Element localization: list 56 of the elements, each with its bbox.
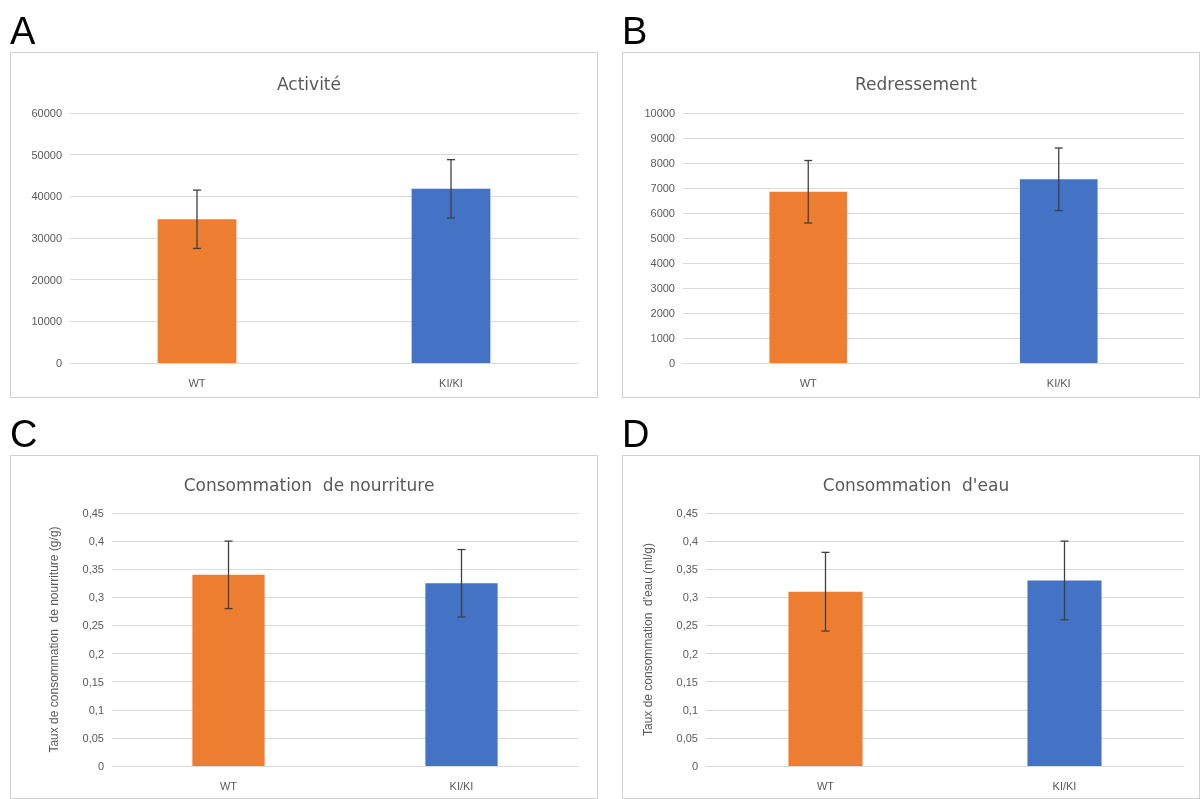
y-tick-label: 0,35 bbox=[82, 563, 104, 576]
y-tick-label: 0,05 bbox=[82, 731, 104, 744]
y-tick-label: 6000 bbox=[650, 207, 675, 219]
y-tick-label: 9000 bbox=[650, 132, 675, 144]
y-tick-label: 0 bbox=[97, 760, 104, 772]
y-tick-label: 8000 bbox=[650, 157, 675, 169]
text: C bbox=[10, 413, 38, 455]
y-tick-label: 0,45 bbox=[82, 507, 104, 519]
y-tick-label: 0 bbox=[55, 357, 62, 369]
y-tick-label: 0,3 bbox=[88, 591, 104, 604]
x-tick-label: WT bbox=[188, 376, 206, 389]
y-tick-label: 40000 bbox=[31, 190, 62, 203]
y-tick-label: 0,4 bbox=[682, 535, 698, 548]
y-tick-label: 0,25 bbox=[676, 619, 698, 632]
y-tick-label: 0,1 bbox=[682, 703, 698, 716]
y-tick-label: 0,1 bbox=[88, 703, 104, 716]
y-tick-label: 0 bbox=[691, 760, 698, 772]
text: D bbox=[622, 413, 650, 455]
y-tick-label: 30000 bbox=[31, 232, 62, 244]
chart-title: Consommation d'eau bbox=[822, 474, 1010, 495]
x-tick-label: KI/KI bbox=[1052, 779, 1077, 792]
y-tick-label: 0,45 bbox=[676, 507, 698, 519]
y-tick-label: 0,4 bbox=[88, 535, 104, 548]
y-tick-label: 5000 bbox=[650, 232, 675, 244]
y-tick-label: 0 bbox=[668, 357, 675, 369]
y-tick-label: 0,15 bbox=[82, 675, 104, 688]
y-tick-label: 60000 bbox=[31, 107, 62, 119]
x-tick-label: KI/KI bbox=[439, 376, 463, 389]
y-tick-label: 50000 bbox=[31, 148, 62, 161]
y-tick-label: 1000 bbox=[650, 332, 675, 344]
text: A bbox=[10, 10, 36, 52]
chart-title: Activité bbox=[277, 73, 341, 94]
y-tick-label: 0,2 bbox=[682, 647, 698, 660]
text: B bbox=[622, 10, 648, 52]
y-tick-label: 0,25 bbox=[82, 619, 104, 632]
y-tick-label: 2000 bbox=[650, 307, 675, 319]
x-tick-label: WT bbox=[799, 376, 818, 389]
y-tick-label: 10000 bbox=[644, 107, 675, 119]
y-tick-label: 7000 bbox=[650, 182, 675, 194]
y-tick-label: 0,2 bbox=[88, 647, 104, 660]
y-tick-label: 20000 bbox=[31, 273, 62, 286]
y-axis-title: Taux de consommation de nourriture (g/g) bbox=[47, 526, 61, 753]
y-tick-label: 0,15 bbox=[676, 675, 698, 688]
x-tick-label: KI/KI bbox=[1046, 376, 1071, 389]
y-tick-label: 0,3 bbox=[682, 591, 698, 604]
chart-title: Redressement bbox=[854, 73, 978, 94]
x-tick-label: KI/KI bbox=[449, 779, 474, 792]
y-tick-label: 0,05 bbox=[676, 731, 698, 744]
x-tick-label: WT bbox=[816, 779, 835, 792]
y-tick-label: 3000 bbox=[650, 282, 675, 294]
y-axis-title: Taux de consommation d'eau (ml/g) bbox=[641, 542, 655, 737]
y-tick-label: 0,35 bbox=[676, 563, 698, 576]
chart-title: Consommation de nourriture bbox=[183, 474, 435, 495]
x-tick-label: WT bbox=[219, 779, 238, 792]
y-tick-label: 10000 bbox=[31, 315, 62, 328]
y-tick-label: 4000 bbox=[650, 257, 675, 269]
